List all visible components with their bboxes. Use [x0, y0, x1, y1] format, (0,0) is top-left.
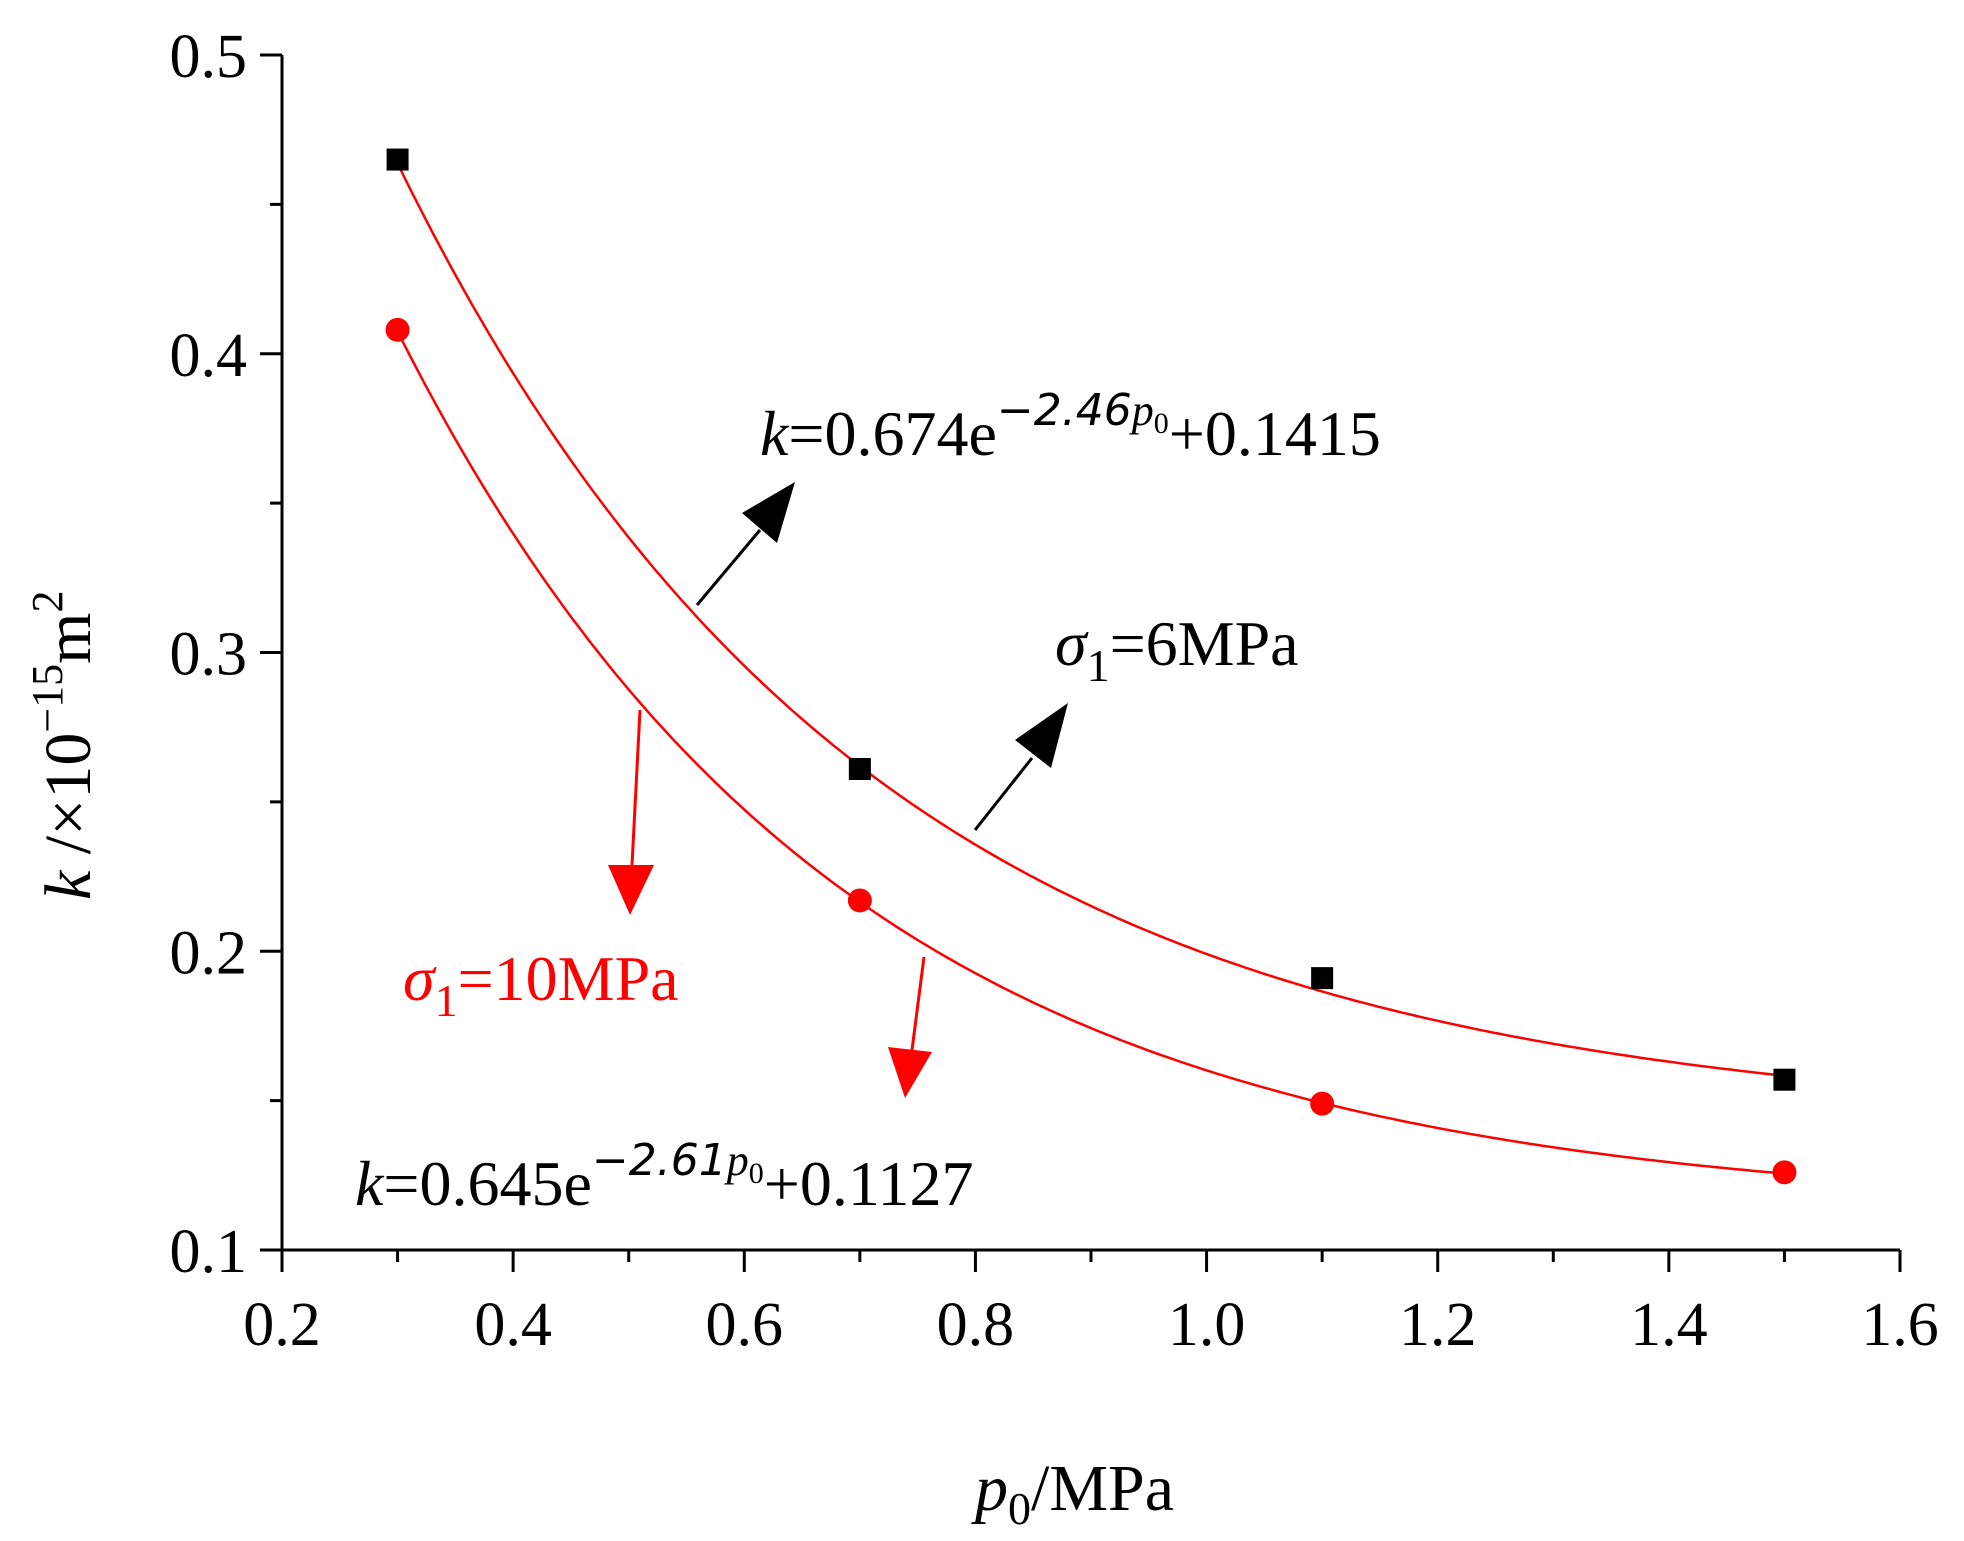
arrow-label2-a [630, 709, 642, 866]
x-tick-label: 0.2 [243, 1291, 321, 1359]
data-point-square [1773, 1068, 1796, 1091]
arrow-label2-b [910, 956, 926, 1051]
arrow-label1 [973, 757, 1034, 831]
y-tick-label: 0.4 [170, 322, 248, 390]
data-point-circle [385, 317, 410, 342]
data-point-circle [847, 888, 872, 913]
arrow-eq1-head [742, 482, 795, 543]
data-point-circle [1310, 1091, 1335, 1116]
y-tick-label: 0.5 [170, 23, 248, 91]
fit-curves [396, 162, 1785, 1175]
data-point-square [848, 758, 871, 781]
x-axis-title: p0/MPa [971, 1452, 1174, 1534]
x-tick-label: 0.4 [474, 1291, 552, 1359]
x-tick-label: 0.8 [937, 1291, 1015, 1359]
x-tick-label: 1.0 [1168, 1291, 1246, 1359]
arrow-label2-b-head [888, 1047, 932, 1098]
x-axis-ticks: 0.2 0.4 0.6 0.8 1.0 1.2 1.4 1.6 [243, 1250, 1939, 1359]
y-tick-label: 0.3 [170, 621, 248, 689]
equation-sigma10: k=0.645e−2.61p0+0.1127 [355, 1135, 973, 1219]
data-point-square [386, 148, 409, 171]
x-tick-label: 0.6 [706, 1291, 784, 1359]
y-tick-label: 0.1 [170, 1218, 248, 1286]
y-axis-title: k /×10−15m2 [23, 590, 105, 900]
fit-curve-2 [396, 330, 1785, 1175]
label-sigma10: σ1=10MPa [403, 943, 679, 1026]
y-axis-ticks: 0.1 0.2 0.3 0.4 0.5 [170, 23, 282, 1286]
annotation-arrows [608, 482, 1068, 1098]
fit-curve-1 [396, 162, 1785, 1077]
x-tick-label: 1.2 [1399, 1291, 1477, 1359]
x-tick-label: 1.6 [1861, 1291, 1939, 1359]
arrow-eq1 [695, 529, 762, 606]
data-point-square [1311, 967, 1334, 990]
equation-sigma6: k=0.674e−2.46p0+0.1415 [760, 385, 1381, 469]
x-tick-label: 1.4 [1630, 1291, 1708, 1359]
y-tick-label: 0.2 [170, 919, 248, 987]
label-sigma6: σ1=6MPa [1055, 608, 1299, 691]
data-points [385, 148, 1797, 1185]
arrow-label1-head [1015, 703, 1068, 768]
data-point-circle [1772, 1160, 1797, 1185]
arrow-label2-a-head [608, 865, 654, 915]
